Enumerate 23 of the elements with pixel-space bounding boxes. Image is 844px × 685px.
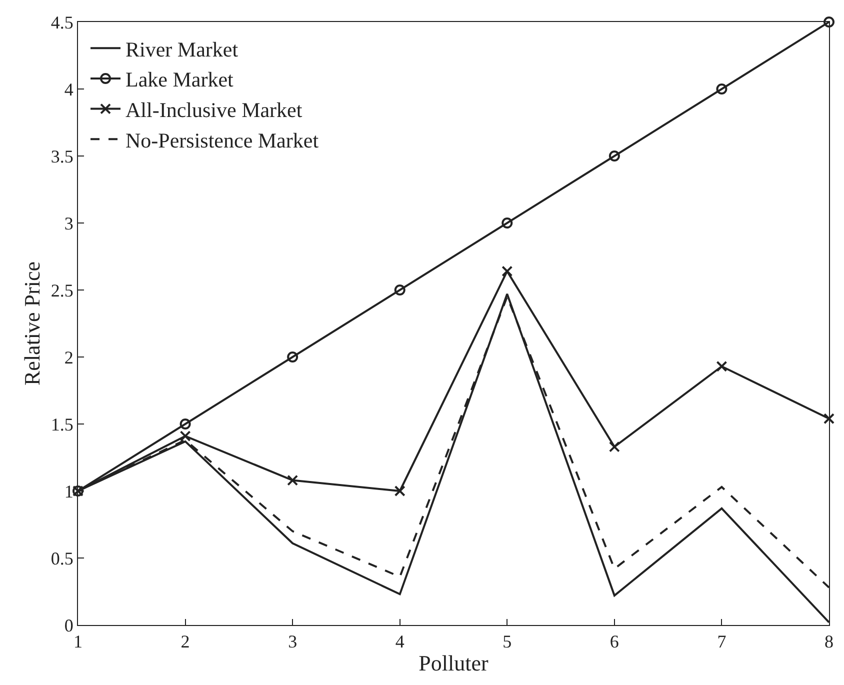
x-tick-label: 3 [288, 632, 298, 652]
x-tick-label: 5 [502, 632, 512, 652]
x-tick-label: 4 [395, 632, 404, 652]
y-axis-title: Relative Price [20, 261, 45, 386]
y-tick-label: 0.5 [50, 548, 74, 568]
y-tick-label: 3 [64, 213, 74, 234]
y-tick-label: 4 [64, 79, 74, 100]
x-tick-label: 8 [824, 632, 834, 652]
y-tick-label: 4.5 [50, 12, 74, 32]
legend-label: All-Inclusive Market [126, 98, 302, 122]
y-tick-label: 3.5 [50, 146, 74, 166]
legend-label: No-Persistence Market [126, 128, 319, 152]
y-tick-label: 2 [64, 347, 74, 368]
x-tick-label: 2 [180, 632, 190, 652]
x-tick-label: 6 [610, 632, 619, 652]
legend-label: Lake Market [126, 68, 234, 92]
x-tick-label: 7 [717, 632, 726, 652]
legend-label: River Market [126, 37, 238, 62]
y-tick-label: 1 [64, 481, 74, 502]
y-tick-label: 2.5 [50, 280, 74, 300]
y-tick-label: 1.5 [50, 414, 74, 434]
y-tick-label: 0 [64, 615, 74, 636]
x-axis-title: Polluter [418, 650, 489, 676]
